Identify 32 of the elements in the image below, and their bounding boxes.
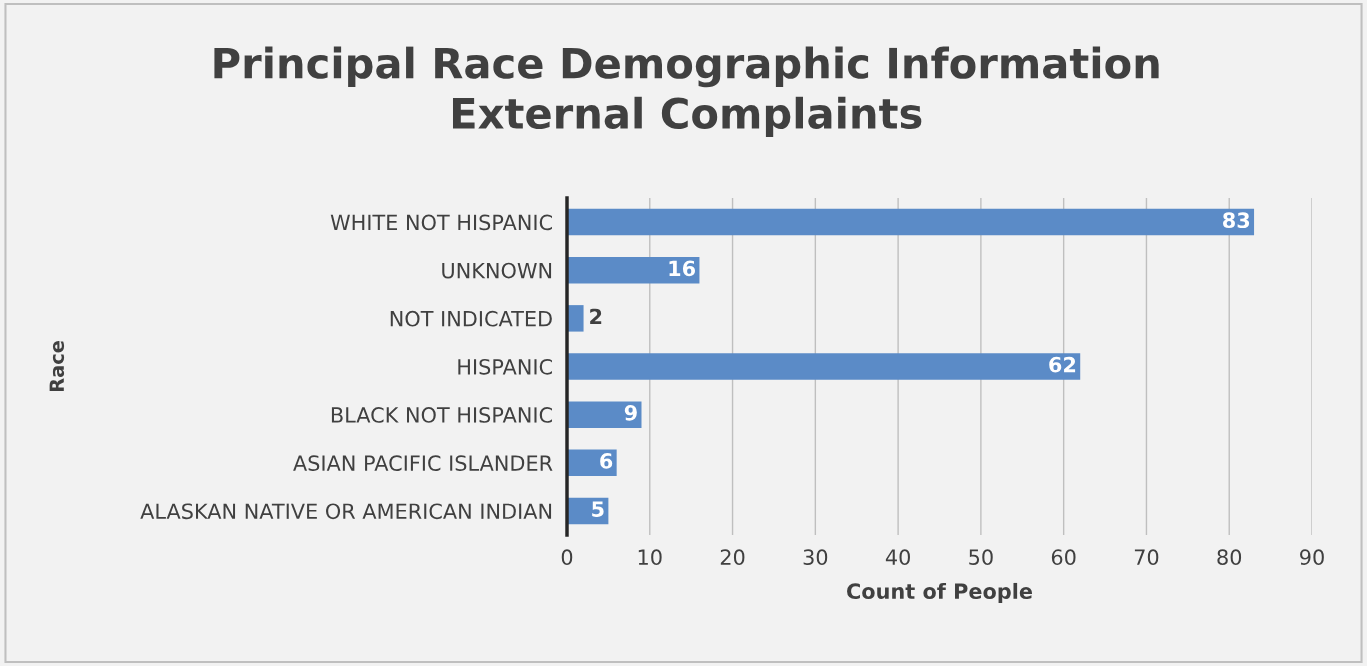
y-tick-label: ASIAN PACIFIC ISLANDER (293, 455, 553, 471)
data-label: 9 (624, 404, 637, 421)
bar (567, 305, 584, 332)
y-tick-label: BLACK NOT HISPANIC (331, 407, 552, 423)
y-tick-label: HISPANIC (458, 358, 552, 375)
data-label: 16 (669, 260, 696, 277)
chart-title: Principal Race Demographic Information External Complaints (214, 46, 1159, 138)
x-tick-label: 0 (561, 549, 573, 566)
y-tick-label: NOT INDICATED (390, 310, 552, 327)
bar (567, 208, 1255, 236)
y-tick-label: ALASKAN NATIVE OR AMERICAN INDIAN (140, 503, 552, 520)
x-tick-label: 20 (720, 549, 745, 566)
data-label: 2 (590, 308, 602, 325)
x-tick-label: 10 (638, 549, 662, 566)
x-tick-label: 70 (1134, 549, 1159, 566)
data-label: 62 (1049, 356, 1076, 373)
bar (567, 353, 1081, 380)
data-label: 5 (592, 501, 604, 517)
y-axis-title: Race (49, 341, 65, 392)
x-tick-label: 40 (885, 549, 910, 566)
x-tick-label: 90 (1300, 549, 1324, 566)
data-label: 6 (600, 453, 613, 469)
data-label: 83 (1223, 212, 1250, 229)
y-tick-label: WHITE NOT HISPANIC (330, 214, 552, 231)
y-tick-label: UNKNOWN (442, 262, 552, 279)
x-tick-label: 80 (1217, 549, 1242, 566)
bar (567, 401, 642, 428)
x-tick-label: 60 (1051, 549, 1076, 566)
x-tick-label: 50 (969, 549, 993, 566)
x-axis-title: Count of People (847, 582, 1032, 604)
x-tick-label: 30 (803, 549, 828, 566)
bar (567, 256, 700, 284)
